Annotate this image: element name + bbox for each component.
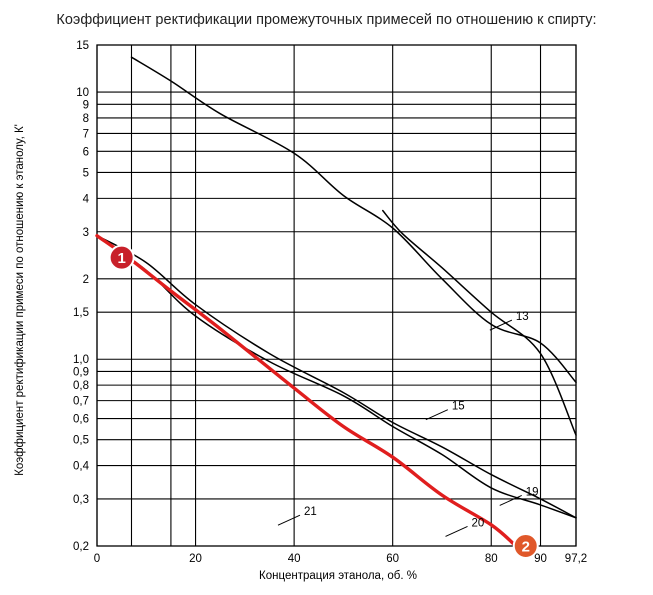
y-tick-label: 0,7 [73, 396, 89, 408]
x-tick-label: 97,2 [565, 553, 587, 565]
x-tick-label: 90 [534, 553, 547, 565]
curve-label-leader [425, 409, 449, 421]
y-tick-label: 0,5 [73, 435, 89, 447]
y-tick-label: 15 [76, 40, 89, 52]
curve-label-leader [489, 319, 513, 331]
y-tick-label: 4 [83, 193, 90, 205]
x-tick-label: 80 [485, 553, 498, 565]
marker-circle [108, 244, 135, 271]
y-tick-label: 0,6 [73, 414, 89, 426]
curve-label: 20 [472, 517, 485, 529]
series-line-13 [382, 209, 577, 436]
y-tick-label: 0,9 [73, 366, 89, 378]
y-tick-label: 10 [76, 87, 89, 99]
x-axis-label: Концентрация этанола, об. % [259, 570, 417, 582]
marker-circle [512, 533, 539, 559]
y-tick-label: 0,2 [73, 541, 89, 553]
y-tick-label: 3 [83, 227, 89, 239]
x-tick-label: 0 [94, 553, 100, 565]
y-tick-label: 1,5 [73, 307, 89, 319]
plot-frame [96, 44, 577, 547]
y-tick-label: 0,4 [73, 461, 90, 473]
marker-label: 2 [522, 539, 530, 556]
curve-label: 15 [452, 401, 465, 413]
y-tick-label: 9 [83, 99, 89, 111]
curve-label: 13 [516, 311, 529, 323]
curve-label-leader [277, 514, 301, 526]
y-tick-label: 5 [83, 167, 89, 179]
marker-label: 1 [117, 250, 125, 267]
y-tick-label: 8 [83, 113, 89, 125]
y-tick-label: 0,8 [73, 380, 89, 392]
series-line-20 [96, 234, 577, 519]
y-tick-label: 0,3 [73, 494, 89, 506]
curve-label-leader [445, 525, 468, 537]
x-tick-label: 40 [288, 553, 301, 565]
curve-label-leader [499, 495, 522, 506]
x-tick-label: 60 [386, 553, 399, 565]
y-tick-label: 2 [83, 274, 89, 286]
y-tick-label: 7 [83, 128, 89, 140]
x-tick-label: 20 [189, 553, 202, 565]
series-line-19 [96, 234, 577, 519]
y-tick-label: 6 [83, 146, 89, 158]
curve-label: 21 [304, 506, 317, 518]
series-line-21 [95, 234, 518, 548]
y-tick-label: 1,0 [73, 354, 89, 366]
chart-title: Коэффициент ректификации промежуточных п… [56, 12, 597, 28]
curve-label: 19 [526, 486, 539, 498]
series-line-13 [130, 56, 577, 384]
